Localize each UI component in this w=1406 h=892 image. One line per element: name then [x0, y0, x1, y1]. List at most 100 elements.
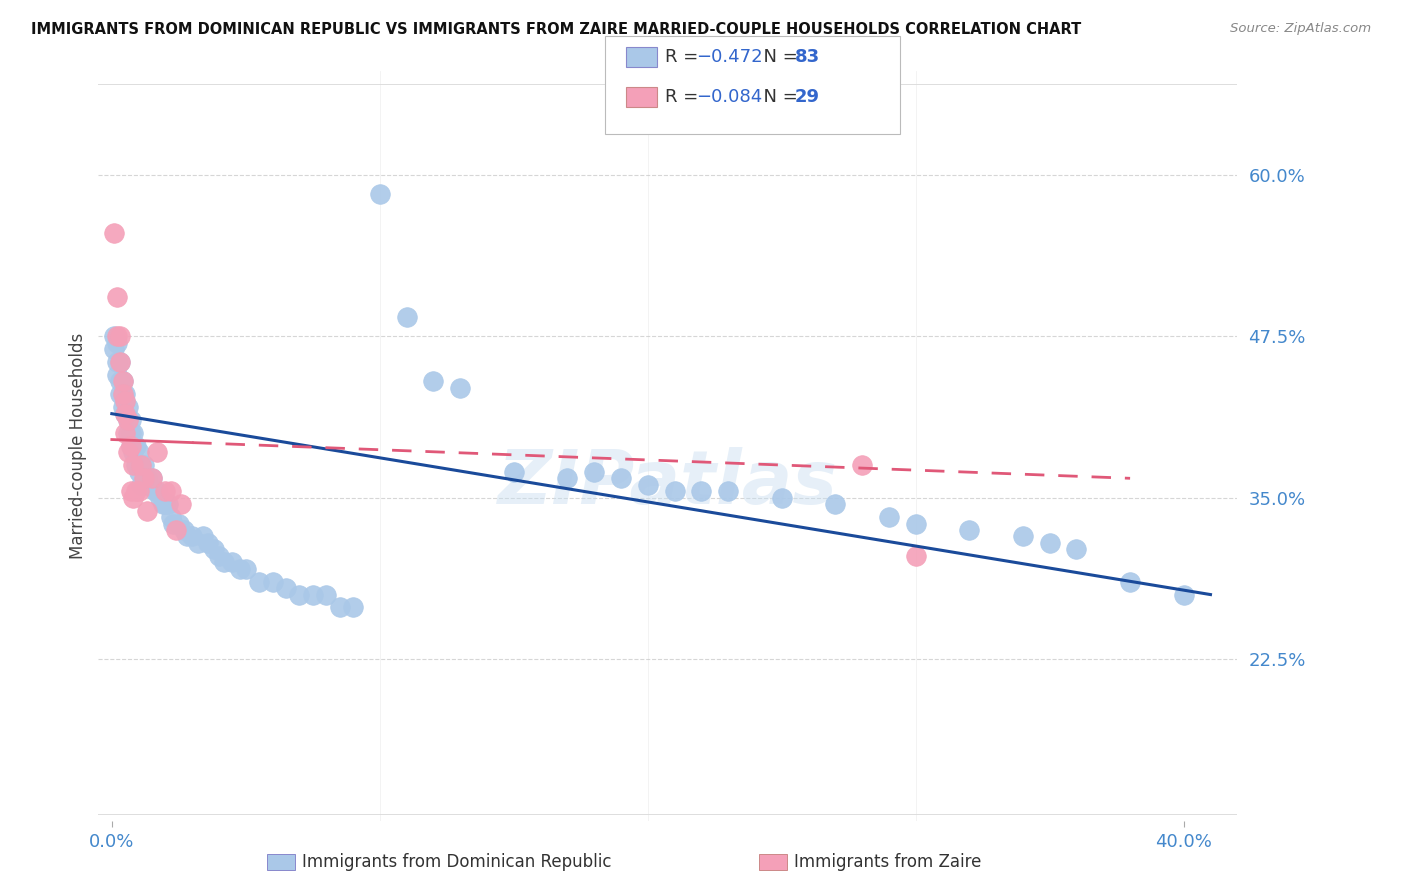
Point: [315, 588, 337, 602]
Point: [105, 355, 128, 369]
Point: [1173, 588, 1195, 602]
Point: [162, 516, 184, 531]
Point: [159, 510, 181, 524]
Text: Source: ZipAtlas.com: Source: ZipAtlas.com: [1230, 22, 1371, 36]
Point: [120, 484, 142, 499]
Text: N =: N =: [752, 48, 804, 66]
Point: [422, 375, 444, 389]
Point: [664, 484, 686, 499]
Point: [202, 542, 225, 557]
Point: [143, 484, 166, 499]
Point: [197, 536, 219, 550]
Point: [288, 588, 311, 602]
Point: [221, 555, 243, 569]
Point: [138, 477, 160, 491]
Text: −0.472: −0.472: [696, 48, 762, 66]
Text: ZIPatlas: ZIPatlas: [498, 447, 838, 520]
Point: [129, 458, 152, 473]
Point: [105, 329, 128, 343]
Point: [108, 329, 131, 343]
Point: [122, 458, 145, 473]
Point: [214, 555, 236, 569]
Point: [129, 458, 152, 473]
Point: [120, 439, 142, 453]
Point: [108, 355, 131, 369]
Point: [122, 445, 145, 459]
Point: [103, 226, 125, 240]
Point: [637, 477, 659, 491]
Point: [191, 529, 214, 543]
Y-axis label: Married-couple Households: Married-couple Households: [69, 333, 87, 559]
Point: [329, 600, 352, 615]
Point: [247, 574, 270, 589]
Point: [122, 491, 145, 505]
Point: [824, 497, 846, 511]
Point: [301, 588, 323, 602]
Point: [208, 549, 231, 563]
Point: [368, 187, 391, 202]
Point: [108, 355, 131, 369]
Point: [105, 335, 128, 350]
Point: [111, 375, 134, 389]
Point: [449, 381, 471, 395]
Point: [114, 407, 136, 421]
Point: [146, 484, 169, 499]
Point: [114, 426, 136, 441]
Point: [717, 484, 740, 499]
Point: [111, 401, 134, 415]
Point: [583, 465, 606, 479]
Point: [114, 393, 136, 408]
Text: IMMIGRANTS FROM DOMINICAN REPUBLIC VS IMMIGRANTS FROM ZAIRE MARRIED-COUPLE HOUSE: IMMIGRANTS FROM DOMINICAN REPUBLIC VS IM…: [31, 22, 1081, 37]
Point: [181, 529, 204, 543]
Point: [108, 375, 131, 389]
Text: R =: R =: [665, 48, 704, 66]
Point: [117, 401, 139, 415]
Text: −0.084: −0.084: [696, 88, 762, 106]
Point: [132, 471, 155, 485]
Point: [1066, 542, 1088, 557]
Point: [262, 574, 284, 589]
Point: [128, 465, 150, 479]
Point: [114, 387, 136, 401]
Point: [117, 413, 139, 427]
Point: [173, 523, 195, 537]
Text: Immigrants from Dominican Republic: Immigrants from Dominican Republic: [302, 853, 612, 871]
Point: [122, 426, 145, 441]
Text: N =: N =: [752, 88, 804, 106]
Point: [170, 497, 193, 511]
Point: [103, 329, 125, 343]
Point: [125, 439, 148, 453]
Point: [229, 562, 252, 576]
Point: [141, 471, 163, 485]
Point: [1012, 529, 1035, 543]
Point: [128, 445, 150, 459]
Point: [235, 562, 257, 576]
Point: [395, 310, 418, 324]
Point: [105, 290, 128, 304]
Point: [120, 426, 142, 441]
Point: [132, 458, 155, 473]
Point: [165, 523, 187, 537]
Point: [167, 516, 190, 531]
Point: [108, 387, 131, 401]
Point: [877, 510, 900, 524]
Point: [1039, 536, 1062, 550]
Point: [117, 413, 139, 427]
Point: [610, 471, 633, 485]
Point: [129, 477, 152, 491]
Point: [342, 600, 364, 615]
Point: [105, 368, 128, 382]
Text: R =: R =: [665, 88, 704, 106]
Point: [114, 393, 136, 408]
Point: [187, 536, 209, 550]
Point: [155, 484, 177, 499]
Point: [851, 458, 873, 473]
Point: [159, 484, 181, 499]
Point: [120, 413, 142, 427]
Point: [111, 387, 134, 401]
Point: [557, 471, 579, 485]
Point: [120, 439, 142, 453]
Point: [128, 484, 150, 499]
Point: [152, 497, 174, 511]
Text: 83: 83: [794, 48, 820, 66]
